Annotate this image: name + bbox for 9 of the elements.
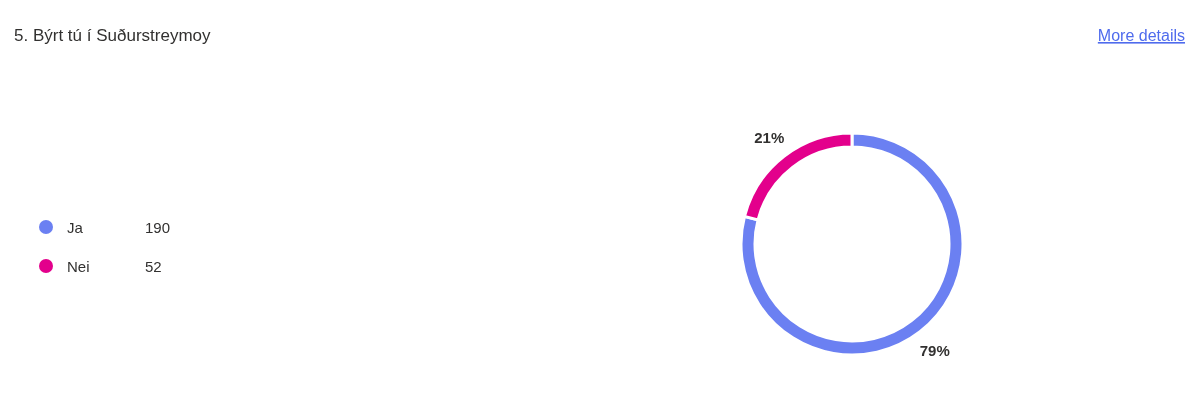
text: More details xyxy=(1097,27,1185,44)
chart-title: 5. Býrt tú í Suðurstreymoy xyxy=(14,26,212,45)
data-label: 21% xyxy=(754,128,785,146)
data-label: 79% xyxy=(919,342,950,360)
donut-slice xyxy=(739,131,965,357)
legend-label: Ja xyxy=(67,218,84,236)
text: 190 xyxy=(145,218,171,236)
legend-label: Nei xyxy=(67,257,90,275)
text: 52 xyxy=(145,257,162,275)
